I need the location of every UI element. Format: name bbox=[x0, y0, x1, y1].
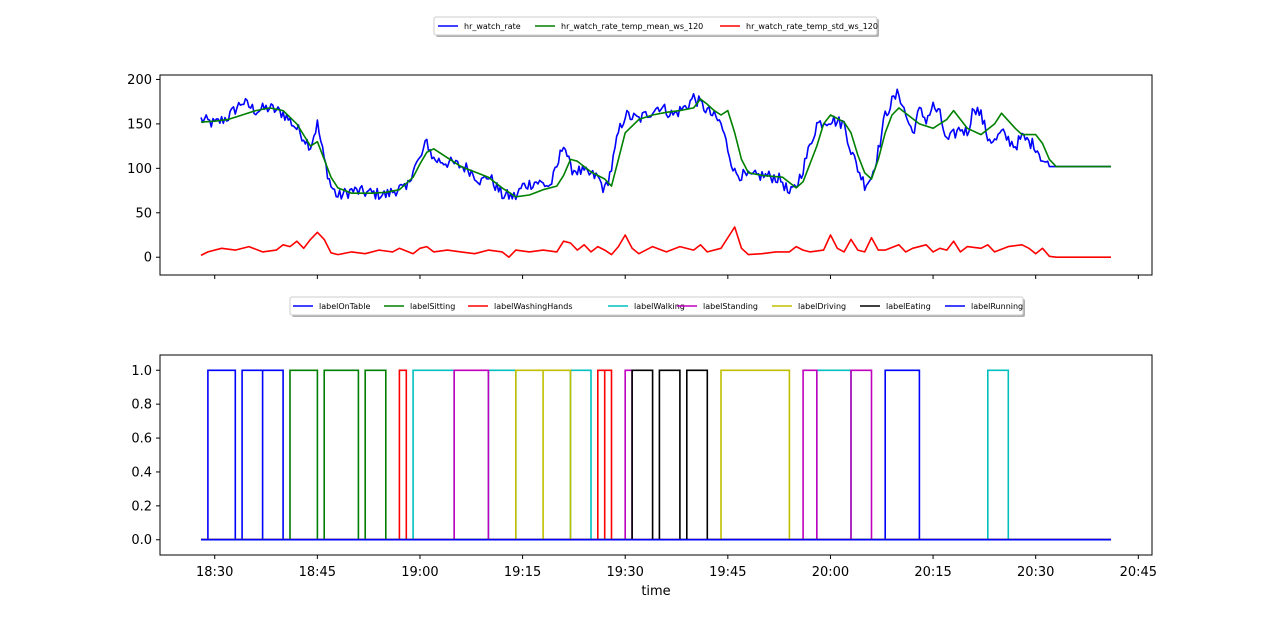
hr-y-axis: 0 50 100 150 200 bbox=[127, 73, 160, 266]
series-line-labeleating bbox=[201, 369, 1111, 541]
legend-label: labelOnTable bbox=[319, 302, 370, 311]
series-line-hr-watch-rate-temp-mean-ws-120 bbox=[200, 98, 1111, 198]
hr-series-group bbox=[200, 88, 1111, 258]
label-chart: 0.00.20.40.60.81.0 18:30 18:45 19:00 19:15 1… bbox=[131, 354, 1157, 599]
top-legend: hr_watch_rate hr_watch_rate_temp_mean_ws_… bbox=[433, 16, 879, 37]
x-tick-label: 20:30 bbox=[1017, 565, 1054, 580]
series-line-labelsitting bbox=[201, 369, 1111, 541]
hr-x-ticks bbox=[214, 275, 1139, 279]
legend-item-labeleating: labelEating bbox=[860, 302, 931, 311]
label-chart-frame bbox=[159, 354, 1153, 556]
hr-chart-frame bbox=[159, 74, 1153, 276]
y-tick-label: 150 bbox=[127, 117, 152, 132]
legend-item-labelontable: labelOnTable bbox=[293, 302, 370, 311]
y-tick-label: 0 bbox=[144, 251, 152, 266]
legend-item-labelstanding: labelStanding bbox=[677, 302, 758, 311]
legend-label: labelDriving bbox=[798, 302, 846, 311]
x-tick-label: 20:15 bbox=[914, 565, 951, 580]
x-tick-label: 19:00 bbox=[401, 565, 438, 580]
y-tick-label: 50 bbox=[135, 206, 152, 221]
legend-label: labelRunning bbox=[971, 302, 1023, 311]
series-line-labelwashinghands bbox=[201, 369, 1111, 541]
legend-item-hr-watch-rate-temp-mean-ws-120: hr_watch_rate_temp_mean_ws_120 bbox=[535, 22, 703, 31]
legend-label: labelWalking bbox=[634, 302, 685, 311]
y-tick-label: 0.6 bbox=[131, 432, 152, 447]
y-tick-label: 0.2 bbox=[131, 499, 152, 514]
label-y-axis: 0.0 0.2 0.4 0.6 0.8 1.0 bbox=[131, 364, 160, 548]
series-line-hr-watch-rate-temp-std-ws-120 bbox=[200, 226, 1111, 258]
legend-item-labelsitting: labelSitting bbox=[384, 302, 455, 311]
legend-item-labelwashinghands: labelWashingHands bbox=[468, 302, 573, 311]
hr-chart: 0 50 100 150 200 bbox=[127, 73, 1153, 279]
legend-label: hr_watch_rate_temp_mean_ws_120 bbox=[561, 22, 703, 31]
legend-label: hr_watch_rate_temp_std_ws_120 bbox=[746, 22, 878, 31]
y-tick-label: 1.0 bbox=[131, 364, 152, 379]
x-tick-label: 18:45 bbox=[299, 565, 336, 580]
series-line-labeldriving bbox=[201, 369, 1111, 541]
legend-label: labelSitting bbox=[410, 302, 455, 311]
x-tick-label: 19:45 bbox=[709, 565, 746, 580]
legend-item-labeldriving: labelDriving bbox=[772, 302, 846, 311]
legend-item-labelwalking: labelWalking bbox=[608, 302, 685, 311]
x-axis-label: time bbox=[641, 584, 670, 599]
legend-item-hr-watch-rate-temp-std-ws-120: hr_watch_rate_temp_std_ws_120 bbox=[720, 22, 878, 31]
series-line-hr-watch-rate bbox=[200, 88, 1111, 201]
legend-item-labelrunning: labelRunning bbox=[945, 302, 1023, 311]
x-tick-label: 19:15 bbox=[504, 565, 541, 580]
legend-item-hr-watch-rate: hr_watch_rate bbox=[438, 22, 521, 31]
legend-label: hr_watch_rate bbox=[464, 22, 521, 31]
label-series-group bbox=[201, 369, 1111, 541]
y-tick-label: 0.8 bbox=[131, 398, 152, 413]
y-tick-label: 0.4 bbox=[131, 465, 152, 480]
legend-label: labelStanding bbox=[703, 302, 758, 311]
label-x-axis: 18:30 18:45 19:00 19:15 19:30 19:45 20:00 20:15… bbox=[196, 555, 1157, 580]
bottom-legend: labelOnTable labelSitting labelWashingHand… bbox=[289, 296, 1025, 317]
legend-label: labelEating bbox=[886, 302, 931, 311]
x-tick-label: 20:00 bbox=[812, 565, 849, 580]
y-tick-label: 200 bbox=[127, 73, 152, 88]
x-tick-label: 19:30 bbox=[606, 565, 643, 580]
y-tick-label: 100 bbox=[127, 162, 152, 177]
legend-label: labelWashingHands bbox=[494, 302, 573, 311]
y-tick-label: 0.0 bbox=[131, 533, 152, 548]
x-tick-label: 20:45 bbox=[1120, 565, 1157, 580]
x-tick-label: 18:30 bbox=[196, 565, 233, 580]
